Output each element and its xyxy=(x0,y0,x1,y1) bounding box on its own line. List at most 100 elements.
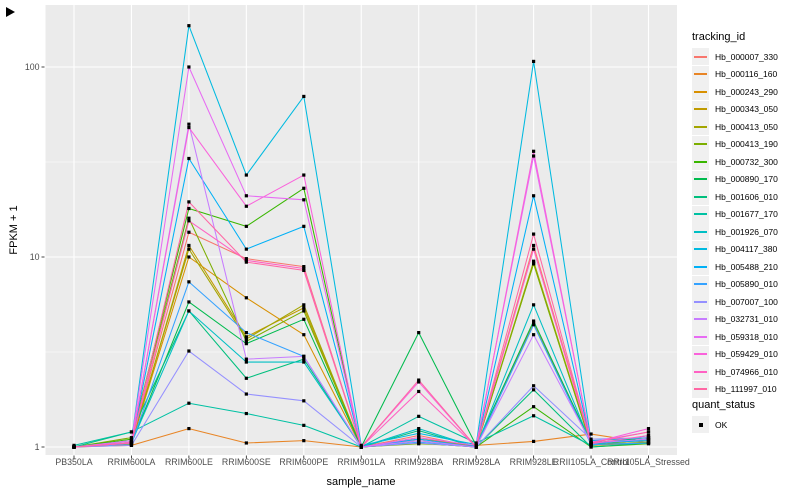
legend-entry: Hb_000007_330 xyxy=(692,48,798,66)
data-point xyxy=(532,232,536,236)
legend-entry-label: Hb_000343_050 xyxy=(715,104,778,115)
data-point xyxy=(244,260,248,264)
legend-key xyxy=(692,363,709,381)
data-point xyxy=(187,300,191,304)
data-point xyxy=(187,122,191,126)
x-tick-label: RRII105LA_Control xyxy=(553,457,629,467)
data-point xyxy=(532,384,536,388)
data-point xyxy=(129,443,134,447)
data-point xyxy=(187,206,191,211)
legend-line-swatch xyxy=(694,195,707,198)
legend-entry-label: Hb_000732_300 xyxy=(715,156,778,167)
data-point xyxy=(244,247,248,251)
legend-entry-label: Hb_000007_330 xyxy=(715,51,778,62)
legend-entry: Hb_005488_210 xyxy=(692,258,798,276)
data-point xyxy=(302,317,306,321)
data-point xyxy=(589,441,593,445)
data-point xyxy=(302,173,306,177)
data-point xyxy=(302,306,306,310)
legend-entry-label: Hb_059429_010 xyxy=(715,349,778,360)
legend-quant: quant_status OK xyxy=(692,399,798,434)
legend-entry-label: OK xyxy=(715,419,728,430)
legend-entry-label: Hb_000890_170 xyxy=(715,174,778,185)
legend-entry: Hb_000343_050 xyxy=(692,100,798,119)
data-point xyxy=(302,268,306,273)
data-point xyxy=(187,200,191,204)
data-point xyxy=(244,204,248,208)
data-point xyxy=(532,194,536,198)
data-point xyxy=(589,445,593,449)
legend-line-swatch xyxy=(694,388,707,391)
legend-key xyxy=(692,223,709,241)
legend-entry-label: Hb_005488_210 xyxy=(715,261,778,272)
data-point xyxy=(244,392,248,396)
legend-key xyxy=(692,205,709,223)
legend-entry: Hb_074966_010 xyxy=(692,363,798,381)
data-point xyxy=(302,224,306,228)
legend-key xyxy=(692,118,709,136)
legend-entry: Hb_032731_010 xyxy=(692,310,798,329)
data-point xyxy=(532,388,536,392)
data-point xyxy=(187,125,191,130)
data-point xyxy=(302,186,306,190)
data-point xyxy=(417,331,421,335)
data-point xyxy=(244,337,248,341)
data-point xyxy=(244,173,248,177)
legend-entry-label: Hb_000243_290 xyxy=(715,86,778,97)
data-point xyxy=(646,430,651,434)
x-tick-label: PB350LA xyxy=(55,457,92,467)
data-point xyxy=(417,439,421,443)
legend-entry: Hb_001606_010 xyxy=(692,188,798,206)
legend-key xyxy=(692,153,709,171)
legend-tracking-title: tracking_id xyxy=(692,31,746,43)
x-axis-title: sample_name xyxy=(326,476,396,488)
legend-key xyxy=(692,416,709,434)
data-point xyxy=(129,430,134,434)
data-point xyxy=(244,339,248,343)
legend-key xyxy=(692,135,709,153)
y-axis-title: FPKM + 1 xyxy=(8,205,20,255)
data-point xyxy=(532,247,536,251)
x-tick-label: RRIM901LA xyxy=(337,457,385,467)
legend-entry: Hb_000890_170 xyxy=(692,170,798,189)
data-point xyxy=(417,380,421,384)
legend-key xyxy=(692,100,709,118)
data-point xyxy=(244,224,248,228)
legend-line-swatch xyxy=(694,213,707,216)
data-point xyxy=(302,333,306,337)
legend-entry-label: Hb_001606_010 xyxy=(715,191,778,202)
data-point xyxy=(302,439,306,443)
data-point xyxy=(244,258,248,262)
legend-line-swatch xyxy=(694,125,707,128)
data-point xyxy=(187,247,191,251)
data-point xyxy=(532,262,536,266)
legend-key xyxy=(692,188,709,206)
legend-entries: Hb_000007_330 Hb_000116_160 Hb_000243_29… xyxy=(692,48,798,398)
x-tick-label: RRIM928LA xyxy=(452,457,500,467)
legend-entry: Hb_001677_170 xyxy=(692,205,798,224)
data-point xyxy=(302,309,306,313)
data-point xyxy=(417,441,421,445)
data-point xyxy=(302,357,306,361)
data-point xyxy=(532,321,536,325)
legend-entry-label: Hb_000413_050 xyxy=(715,121,778,132)
data-point xyxy=(474,445,478,449)
legend-entry: Hb_111997_010 xyxy=(692,380,798,399)
data-point xyxy=(244,411,248,416)
data-point xyxy=(244,360,248,364)
data-point xyxy=(417,431,421,435)
data-point xyxy=(532,323,536,327)
y-tick-label: 100 xyxy=(25,62,40,72)
data-point xyxy=(302,423,306,427)
ok-square-icon xyxy=(698,422,703,427)
data-point xyxy=(187,24,191,28)
legend-entry-label: Hb_111997_010 xyxy=(715,384,777,395)
x-tick-label: RRIM928LE xyxy=(510,457,558,467)
legend-line-swatch xyxy=(694,248,707,251)
x-tick-label: RRII105LA_Stressed xyxy=(607,457,690,467)
legend-key xyxy=(692,240,709,258)
data-point xyxy=(302,360,306,364)
data-point xyxy=(532,243,536,248)
legend-key xyxy=(692,83,709,101)
